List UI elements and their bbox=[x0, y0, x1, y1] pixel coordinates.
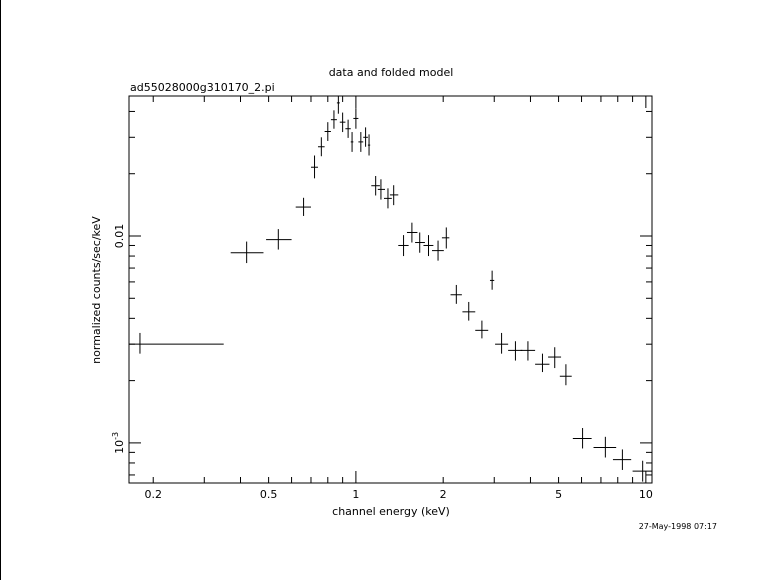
data-point bbox=[317, 137, 325, 157]
data-point bbox=[310, 155, 318, 179]
data-point bbox=[330, 110, 337, 129]
y-axis-label: normalized counts/sec/keV bbox=[90, 216, 103, 364]
data-point bbox=[593, 436, 617, 458]
data-point bbox=[350, 132, 354, 152]
data-point bbox=[572, 428, 592, 449]
data-point bbox=[495, 332, 509, 354]
x-tick-label: 0.5 bbox=[260, 488, 278, 501]
data-point bbox=[441, 227, 450, 249]
data-point bbox=[363, 127, 368, 147]
y-tick-label: 10-3 bbox=[111, 432, 126, 454]
data-point bbox=[383, 188, 392, 209]
data-point bbox=[129, 332, 224, 354]
data-point bbox=[423, 235, 434, 257]
timestamp-label: 27-May-1998 07:17 bbox=[639, 522, 717, 531]
data-point bbox=[336, 96, 340, 114]
data-points bbox=[129, 96, 652, 482]
data-point bbox=[475, 320, 489, 339]
data-point bbox=[345, 119, 351, 138]
chart-subtitle: ad55028000g310170_2.pi bbox=[130, 81, 275, 94]
data-point bbox=[295, 197, 311, 216]
data-point bbox=[230, 241, 264, 264]
axis-tick-labels: 0.2 0.5 1 2 5 10 0.01 10-3 bbox=[111, 224, 653, 501]
data-point bbox=[632, 460, 652, 482]
x-tick-label: 10 bbox=[639, 488, 653, 501]
data-point bbox=[371, 175, 380, 196]
plot-frame bbox=[128, 95, 653, 484]
y-tick-label: 0.01 bbox=[113, 224, 126, 249]
x-axis-label: channel energy (keV) bbox=[332, 505, 450, 518]
data-point bbox=[450, 284, 462, 304]
x-tick-label: 1 bbox=[352, 488, 359, 501]
data-point bbox=[462, 301, 476, 321]
data-point bbox=[353, 108, 359, 129]
data-point bbox=[612, 449, 632, 470]
data-point bbox=[266, 229, 292, 250]
data-point bbox=[548, 347, 562, 369]
data-point bbox=[415, 232, 425, 253]
data-point bbox=[358, 132, 364, 152]
data-point bbox=[324, 122, 331, 141]
data-point bbox=[367, 134, 371, 156]
data-point bbox=[431, 240, 444, 261]
data-point bbox=[406, 222, 418, 243]
data-point bbox=[535, 353, 550, 373]
x-tick-label: 0.2 bbox=[144, 488, 162, 501]
data-point bbox=[508, 341, 523, 361]
data-point bbox=[398, 235, 409, 257]
left-edge-line bbox=[0, 0, 1, 580]
x-tick-label: 2 bbox=[440, 488, 447, 501]
data-point bbox=[559, 364, 572, 386]
data-point bbox=[339, 112, 346, 133]
data-point bbox=[389, 185, 399, 206]
chart-title: data and folded model bbox=[329, 66, 454, 79]
axis-ticks bbox=[129, 96, 652, 483]
data-point bbox=[520, 341, 536, 361]
data-point bbox=[489, 270, 495, 290]
x-tick-label: 5 bbox=[555, 488, 562, 501]
data-point bbox=[377, 179, 386, 200]
